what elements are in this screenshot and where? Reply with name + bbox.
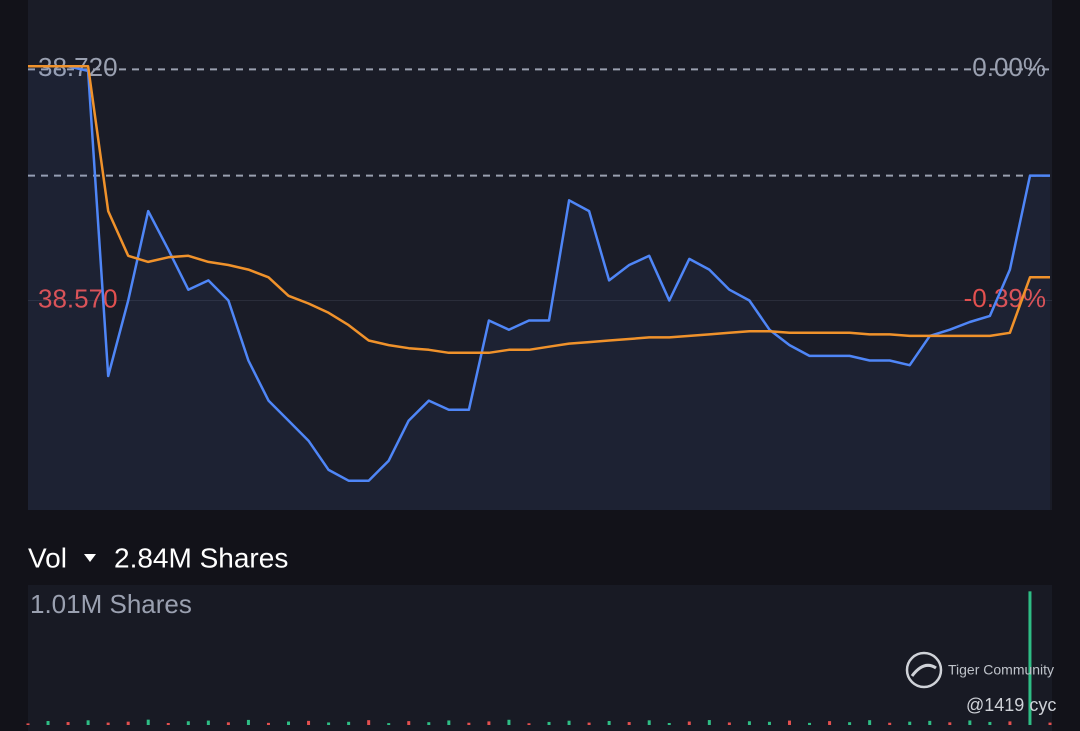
volume-bar xyxy=(988,721,992,725)
volume-bar xyxy=(587,722,591,725)
volume-bar xyxy=(808,722,812,725)
volume-bar xyxy=(86,720,90,725)
volume-bar xyxy=(908,721,912,725)
series-line xyxy=(28,65,1050,355)
volume-bar xyxy=(868,720,872,725)
watermark-brand: Tiger Community xyxy=(948,662,1054,678)
volume-title[interactable]: Vol xyxy=(28,542,67,573)
volume-total: 2.84M Shares xyxy=(114,542,288,573)
volume-bar xyxy=(427,722,431,725)
volume-bar xyxy=(327,722,331,725)
volume-bar xyxy=(467,722,471,725)
volume-bar xyxy=(407,721,411,725)
volume-bar xyxy=(647,720,651,725)
volume-bar xyxy=(186,721,190,725)
volume-bar xyxy=(287,721,291,725)
y-tick-label: 1.01M Shares xyxy=(30,589,192,619)
volume-bar xyxy=(487,721,491,725)
y2-tick-label: -0.39% xyxy=(964,283,1046,313)
volume-bar xyxy=(707,720,711,725)
volume-bar xyxy=(106,722,110,725)
volume-bar xyxy=(26,723,30,725)
price-area xyxy=(28,66,1050,511)
volume-bar xyxy=(848,722,852,725)
watermark: Tiger Community @1419 cyc xyxy=(905,651,1056,715)
volume-bar xyxy=(1028,591,1032,725)
volume-bar xyxy=(146,719,150,725)
volume-bar xyxy=(226,722,230,725)
volume-bar xyxy=(367,720,371,725)
volume-bar xyxy=(46,720,50,725)
volume-bar xyxy=(1008,721,1012,725)
volume-bar xyxy=(387,723,391,725)
y2-tick-label: 0.00% xyxy=(972,52,1046,82)
volume-bar xyxy=(627,722,631,725)
volume-bar xyxy=(527,723,531,725)
volume-bar xyxy=(787,720,791,725)
volume-bar xyxy=(206,720,210,725)
volume-bar xyxy=(126,721,130,725)
dropdown-arrow[interactable] xyxy=(84,554,96,562)
volume-bar xyxy=(607,720,611,725)
volume-bar xyxy=(166,722,170,725)
watermark-icon xyxy=(910,663,937,677)
volume-bar xyxy=(767,721,771,725)
volume-panel xyxy=(28,585,1052,731)
watermark-icon xyxy=(905,651,943,689)
watermark-user: @1419 cyc xyxy=(966,695,1056,715)
volume-bar xyxy=(347,721,351,725)
volume-bar xyxy=(547,721,551,725)
volume-bar xyxy=(948,722,952,725)
volume-bar xyxy=(667,722,671,725)
series-line xyxy=(28,65,1050,482)
volume-bar xyxy=(968,720,972,725)
volume-bar xyxy=(307,720,311,725)
volume-bar xyxy=(66,722,70,725)
volume-bar xyxy=(928,720,932,725)
price-panel xyxy=(28,0,1052,510)
volume-bar xyxy=(246,719,250,725)
volume-bar xyxy=(447,720,451,725)
volume-bar xyxy=(567,720,571,725)
volume-bar xyxy=(888,722,892,725)
volume-bar xyxy=(687,721,691,725)
volume-bar xyxy=(1048,722,1052,725)
volume-bar xyxy=(828,721,832,725)
volume-bar xyxy=(507,719,511,725)
volume-bar xyxy=(266,722,270,725)
volume-bar xyxy=(727,722,731,725)
volume-bar xyxy=(747,721,751,725)
